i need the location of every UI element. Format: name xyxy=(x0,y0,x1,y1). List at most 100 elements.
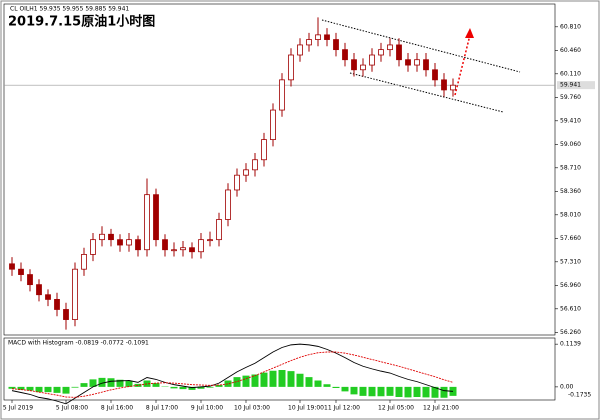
x-tick-label: 8 Jul 17:00 xyxy=(146,405,178,412)
histogram-bar xyxy=(8,386,16,389)
candle-body xyxy=(297,44,303,56)
candle-body xyxy=(72,268,78,320)
candle-body xyxy=(216,219,222,241)
x-tick-label: 5 Jul 2019 xyxy=(3,405,33,412)
histogram-bar xyxy=(89,379,97,387)
histogram-bar xyxy=(440,386,448,398)
candle-body xyxy=(108,233,114,241)
histogram-bar xyxy=(71,386,79,388)
histogram-bar xyxy=(197,386,205,389)
histogram-bar xyxy=(359,386,367,396)
candle-body xyxy=(180,247,186,251)
y-tick-label: 60.110 xyxy=(560,70,581,77)
x-tick-label: 10 Jul 03:00 xyxy=(234,405,270,412)
last-price-box xyxy=(557,81,595,90)
y-tick-label: 0.1139 xyxy=(560,341,581,348)
histogram-bar xyxy=(17,386,25,390)
histogram-bar xyxy=(413,386,421,397)
x-tick-label: 8 Jul 16:00 xyxy=(101,405,133,412)
last-price-label: 59.941 xyxy=(560,82,581,89)
candle-body xyxy=(27,274,33,286)
macd-line xyxy=(11,343,454,405)
candle-body xyxy=(306,39,312,46)
candle-body xyxy=(135,239,141,251)
y-tick-label: 60.810 xyxy=(560,23,581,30)
histogram-bar xyxy=(377,386,385,397)
y-tick-label: 58.360 xyxy=(560,188,581,195)
histogram-bar xyxy=(260,372,268,387)
candle-body xyxy=(198,239,204,253)
histogram-bar xyxy=(323,384,331,387)
histogram-bar xyxy=(305,377,313,387)
candle-body xyxy=(423,59,429,71)
histogram-bar xyxy=(152,383,160,387)
histogram-bar xyxy=(98,377,106,387)
candle-body xyxy=(315,34,321,40)
histogram-bar xyxy=(251,374,259,387)
candle-body xyxy=(81,254,87,270)
channel-lower xyxy=(349,72,504,113)
histogram-bar xyxy=(44,386,52,393)
histogram-bar xyxy=(62,386,70,394)
candle-body xyxy=(405,59,411,66)
histogram-bar xyxy=(233,377,241,387)
candle-body xyxy=(342,49,348,61)
y-tick-label: 59.760 xyxy=(560,94,581,101)
histogram-bar xyxy=(278,370,286,387)
candle-body xyxy=(396,44,402,61)
candle-body xyxy=(252,159,258,171)
histogram-bar xyxy=(170,386,178,389)
price-panel xyxy=(3,3,556,336)
x-tick-label: 10 Jul 19:00 xyxy=(288,405,324,412)
histogram-bar xyxy=(26,386,34,391)
histogram-bar xyxy=(269,370,277,387)
macd-panel xyxy=(3,337,556,401)
candle-body xyxy=(54,299,60,310)
title-background xyxy=(6,12,158,31)
candle-body xyxy=(369,54,375,66)
histogram-bar xyxy=(404,386,412,398)
candle-body xyxy=(18,268,24,275)
candle-body xyxy=(360,64,366,71)
macd-line xyxy=(11,351,454,398)
candle-body xyxy=(324,34,330,40)
y-tick-label: 57.660 xyxy=(560,235,581,242)
candle-body xyxy=(117,239,123,246)
histogram-bar xyxy=(395,386,403,397)
y-tick-label: 56.260 xyxy=(560,329,581,336)
histogram-bar xyxy=(179,386,187,390)
candle-body xyxy=(333,39,339,51)
histogram-bar xyxy=(116,379,124,387)
candle-body xyxy=(288,54,294,81)
candle-body xyxy=(414,59,420,66)
histogram-bar xyxy=(224,380,232,387)
candle-body xyxy=(144,194,150,251)
candle-body xyxy=(162,239,168,251)
symbol-header: CL OILH1 59.935 59.955 59.885 59.941 xyxy=(10,6,129,13)
candle-body xyxy=(90,239,96,255)
candle-body xyxy=(126,239,132,246)
candle-body xyxy=(279,79,285,111)
y-tick-label: 57.310 xyxy=(560,258,581,265)
histogram-bar xyxy=(431,386,439,398)
histogram-bar xyxy=(287,371,295,387)
histogram-bar xyxy=(206,386,214,388)
candle-body xyxy=(99,233,105,241)
candle-body xyxy=(171,249,177,252)
histogram-bar xyxy=(125,380,133,387)
histogram-bar xyxy=(350,386,358,395)
candle-body xyxy=(207,239,213,242)
histogram-bar xyxy=(53,386,61,393)
x-tick-label: 9 Jul 10:00 xyxy=(191,405,223,412)
candle-body xyxy=(351,59,357,71)
candle-body xyxy=(243,169,249,176)
candle-body xyxy=(153,194,159,241)
arrow-head xyxy=(465,28,474,38)
histogram-bar xyxy=(215,385,223,387)
histogram-bar xyxy=(296,373,304,387)
candle-body xyxy=(225,189,231,220)
candle-body xyxy=(234,174,240,191)
